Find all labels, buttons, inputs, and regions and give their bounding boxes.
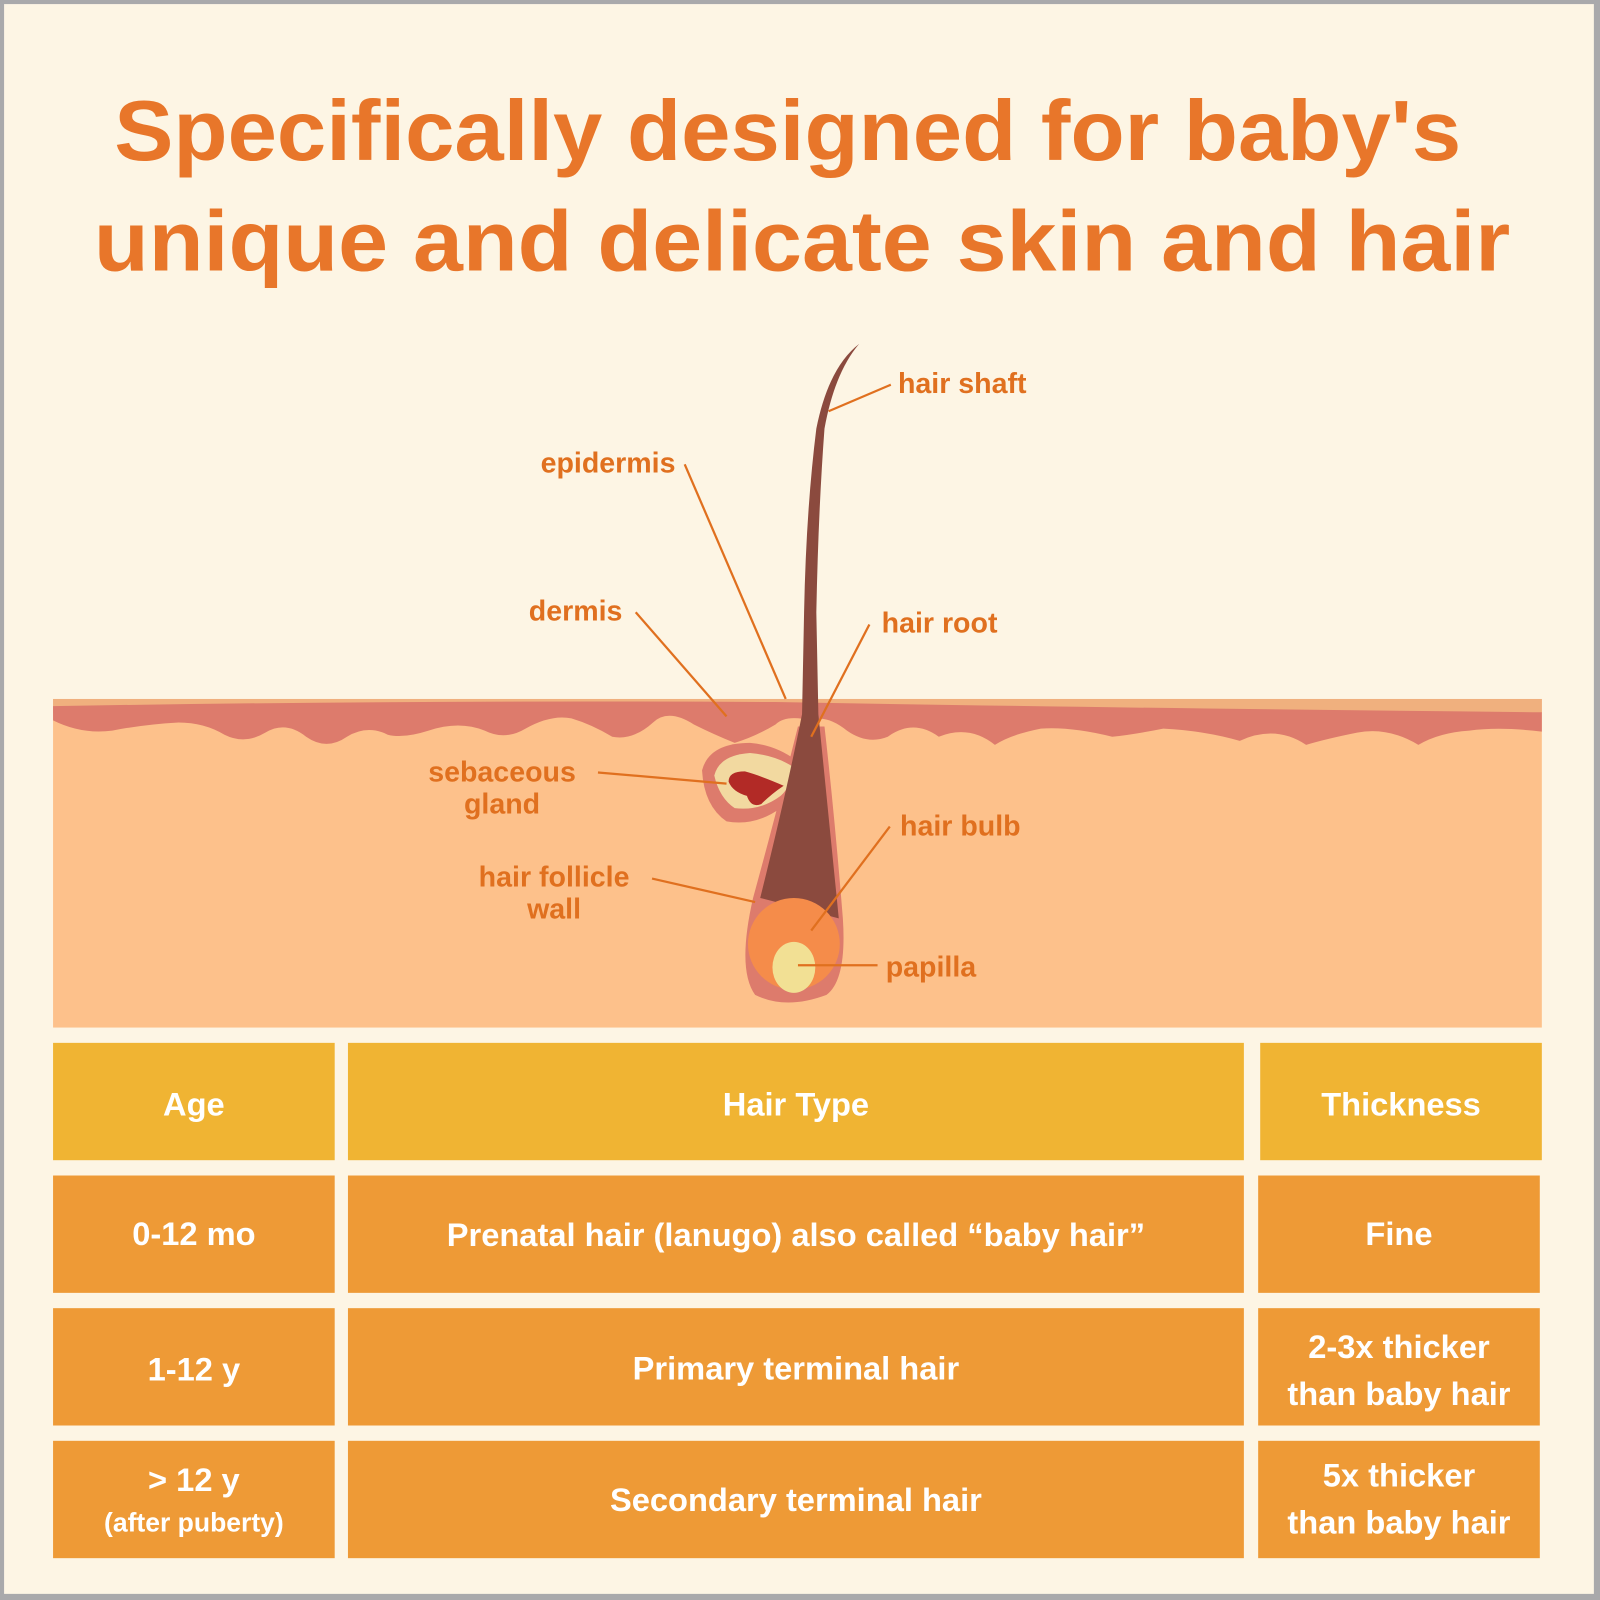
cell-thickness: 2-3x thicker bbox=[1308, 1328, 1490, 1365]
label-hair-follicle-wall-2: wall bbox=[526, 893, 581, 925]
header-thickness: Thickness bbox=[1321, 1085, 1481, 1122]
dermis-wave bbox=[53, 701, 1542, 745]
table-row: 0-12 mo Prenatal hair (lanugo) also call… bbox=[53, 1175, 1540, 1293]
label-hair-shaft: hair shaft bbox=[898, 368, 1027, 400]
label-hair-root: hair root bbox=[882, 608, 998, 640]
hair-shaft bbox=[760, 343, 860, 919]
cell-hair-type: Prenatal hair (lanugo) also called “baby… bbox=[447, 1216, 1145, 1253]
label-lines bbox=[597, 383, 892, 967]
header-hair-type: Hair Type bbox=[723, 1085, 869, 1122]
cell-thickness: 5x thicker bbox=[1323, 1457, 1476, 1494]
cell-thickness-2: than baby hair bbox=[1287, 1375, 1510, 1412]
sebum bbox=[728, 771, 784, 806]
label-dermis: dermis bbox=[529, 595, 623, 627]
hair-table: Age Hair Type Thickness 0-12 mo Prenatal… bbox=[53, 1042, 1542, 1559]
label-sebaceous-gland: sebaceous bbox=[428, 757, 576, 789]
skin-diagram bbox=[53, 343, 1542, 1028]
papilla bbox=[772, 941, 816, 993]
cell-age: > 12 y bbox=[148, 1461, 240, 1498]
cell-age: 0-12 mo bbox=[132, 1215, 255, 1252]
table-row: > 12 y (after puberty) Secondary termina… bbox=[53, 1440, 1540, 1559]
title-line-2: unique and delicate skin and hair bbox=[94, 193, 1510, 289]
label-hair-bulb: hair bulb bbox=[900, 811, 1021, 843]
label-papilla: papilla bbox=[886, 952, 978, 984]
header-age: Age bbox=[163, 1085, 225, 1122]
label-hair-follicle-wall: hair follicle bbox=[479, 862, 630, 894]
label-sebaceous-gland-2: gland bbox=[464, 788, 540, 820]
cell-age: 1-12 y bbox=[148, 1351, 241, 1388]
cell-thickness: Fine bbox=[1365, 1215, 1432, 1252]
cell-hair-type: Primary terminal hair bbox=[633, 1350, 960, 1387]
title-line-1: Specifically designed for baby's bbox=[114, 83, 1461, 179]
cell-thickness-2: than baby hair bbox=[1287, 1504, 1510, 1541]
cell-age-note: (after puberty) bbox=[104, 1508, 284, 1538]
table-row: 1-12 y Primary terminal hair 2-3x thicke… bbox=[53, 1308, 1540, 1426]
cell-hair-type: Secondary terminal hair bbox=[610, 1481, 982, 1518]
table-header: Age Hair Type Thickness bbox=[53, 1042, 1542, 1161]
label-epidermis: epidermis bbox=[541, 447, 676, 479]
